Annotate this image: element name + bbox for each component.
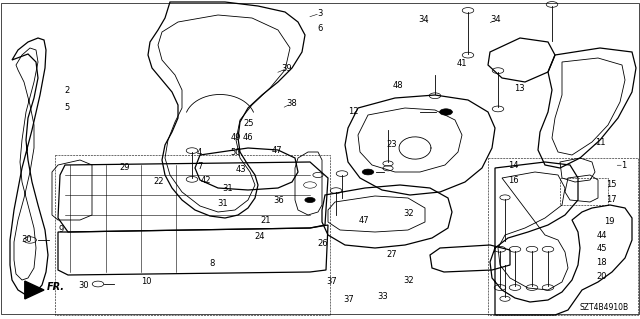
- Text: SZT4B4910B: SZT4B4910B: [579, 303, 628, 312]
- Text: 34: 34: [419, 15, 429, 24]
- Text: 37: 37: [344, 295, 354, 304]
- Text: 17: 17: [606, 195, 616, 204]
- Text: 31: 31: [223, 184, 233, 193]
- Text: 18: 18: [596, 258, 607, 267]
- Text: 13: 13: [515, 84, 525, 93]
- Text: 11: 11: [595, 138, 605, 147]
- Text: 22: 22: [154, 177, 164, 186]
- Text: 14: 14: [508, 161, 518, 170]
- Text: 20: 20: [596, 272, 607, 281]
- Text: 39: 39: [282, 64, 292, 73]
- Text: 29: 29: [119, 163, 129, 172]
- Text: 9: 9: [58, 225, 63, 234]
- Text: 2: 2: [64, 86, 69, 95]
- Text: 23: 23: [387, 140, 397, 149]
- Text: 19: 19: [604, 217, 614, 226]
- Text: 15: 15: [606, 180, 616, 189]
- Text: 48: 48: [393, 81, 403, 90]
- Text: 3: 3: [317, 9, 323, 18]
- Circle shape: [362, 169, 374, 175]
- Text: 47: 47: [271, 146, 282, 155]
- Text: 21: 21: [260, 216, 271, 225]
- Circle shape: [440, 109, 452, 115]
- Text: 30: 30: [78, 281, 88, 290]
- Circle shape: [305, 197, 315, 203]
- Text: 5: 5: [64, 103, 69, 112]
- Text: 33: 33: [378, 292, 388, 300]
- Text: 49: 49: [230, 133, 241, 142]
- Text: 46: 46: [243, 133, 253, 142]
- Text: 7: 7: [197, 162, 202, 171]
- Text: 31: 31: [218, 199, 228, 208]
- Text: 43: 43: [236, 165, 246, 174]
- Text: 36: 36: [273, 196, 284, 205]
- Text: 32: 32: [403, 209, 413, 218]
- Text: 25: 25: [243, 119, 253, 128]
- Text: 44: 44: [596, 231, 607, 240]
- Text: 6: 6: [317, 24, 323, 33]
- Text: 42: 42: [201, 176, 211, 185]
- Text: 10: 10: [141, 277, 151, 286]
- Text: 47: 47: [358, 216, 369, 225]
- Text: 34: 34: [491, 15, 501, 24]
- Text: 4: 4: [197, 148, 202, 157]
- Text: 27: 27: [387, 250, 397, 259]
- Text: FR.: FR.: [47, 282, 65, 293]
- Text: 16: 16: [508, 176, 518, 185]
- Text: 32: 32: [403, 276, 413, 285]
- Text: 12: 12: [348, 107, 358, 115]
- Text: 50: 50: [230, 148, 241, 157]
- Text: 24: 24: [254, 232, 264, 241]
- Text: 8: 8: [210, 259, 215, 268]
- Text: 41: 41: [457, 59, 467, 68]
- Polygon shape: [25, 281, 44, 299]
- Text: 30: 30: [22, 235, 32, 244]
- Text: 1: 1: [621, 161, 627, 170]
- Text: 37: 37: [326, 277, 337, 286]
- Text: 45: 45: [596, 244, 607, 253]
- Text: 26: 26: [318, 239, 328, 248]
- Text: 38: 38: [286, 99, 296, 108]
